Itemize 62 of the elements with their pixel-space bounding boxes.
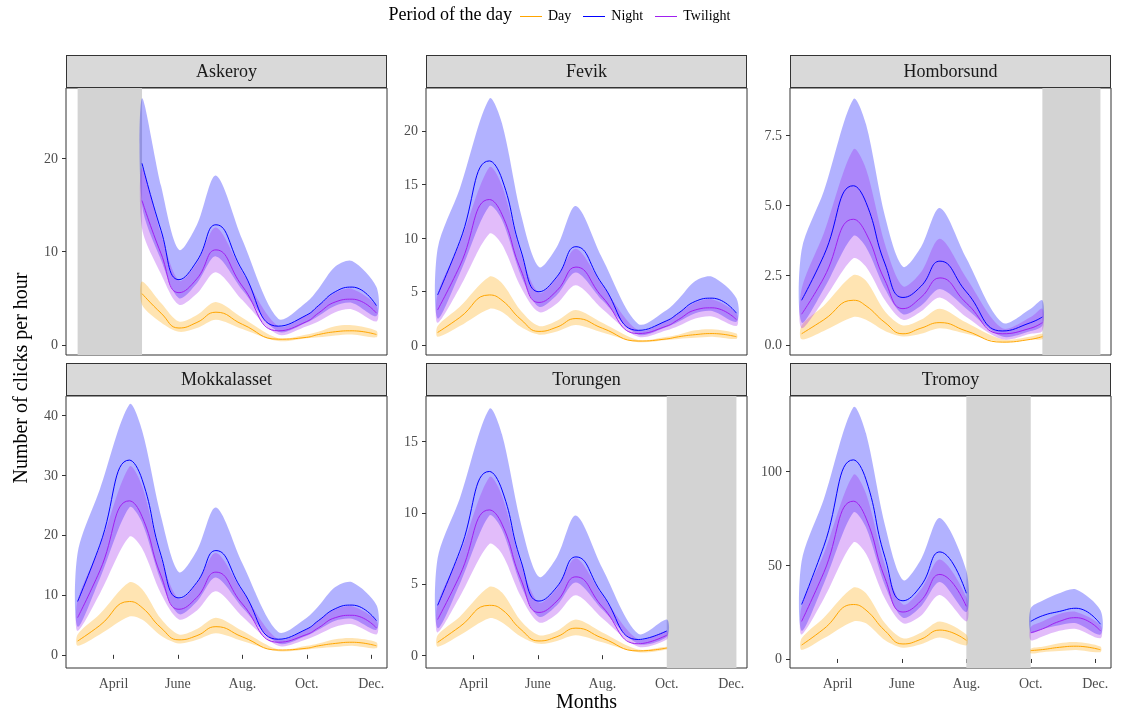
x-axis-title: Months (555, 690, 618, 713)
line-series (437, 509, 668, 645)
y-tick-label: 10 (44, 587, 58, 603)
y-tick-label: 15 (404, 434, 418, 450)
y-tick-label: 15 (404, 177, 418, 193)
line-series (77, 500, 377, 643)
y-tick-label: 30 (44, 467, 58, 483)
x-tick-label: June (889, 675, 915, 691)
x-tick-label: Dec. (718, 675, 745, 691)
line-series (141, 200, 377, 332)
x-tick-label: Aug. (228, 675, 257, 691)
y-tick-label: 10 (404, 230, 418, 246)
y-tick-label: 40 (44, 407, 58, 423)
legend-title: Period of the day (388, 4, 512, 24)
legend-label: Twilight (682, 8, 731, 24)
legend-label: Day (547, 8, 572, 24)
chart-title: Mokkalasset (66, 363, 387, 396)
y-tick-label: 0.0 (764, 337, 782, 353)
x-tick-label: Aug. (588, 675, 617, 691)
y-tick-label: 5 (411, 576, 418, 592)
line-series (801, 218, 1043, 335)
x-tick-label: Aug. (952, 675, 981, 691)
y-tick-label: 10 (404, 505, 418, 521)
x-tick-label: April (822, 675, 853, 691)
chart-title: Askeroy (66, 55, 387, 88)
y-tick-label: 0 (775, 651, 782, 667)
line-series (437, 199, 737, 335)
x-tick-label: April (458, 675, 489, 691)
y-tick-label: 5.0 (764, 197, 782, 213)
x-tick-label: Oct. (654, 675, 679, 691)
y-tick-label: 10 (44, 244, 58, 260)
line-series (801, 299, 1043, 343)
y-tick-label: 0 (411, 647, 418, 663)
y-tick-label: 100 (761, 463, 782, 479)
y-tick-label: 20 (404, 123, 418, 139)
chart-title: Homborsund (790, 55, 1111, 88)
y-axis-title: Number of clicks per hour (8, 272, 32, 484)
y-tick-label: 0 (411, 337, 418, 353)
x-tick-label: Oct. (1018, 675, 1043, 691)
x-tick-label: Dec. (358, 675, 385, 691)
y-tick-label: 5 (411, 284, 418, 300)
x-tick-label: June (165, 675, 191, 691)
y-tick-label: 7.5 (764, 127, 782, 143)
y-tick-label: 20 (44, 527, 58, 543)
y-tick-label: 0 (51, 647, 58, 663)
x-tick-label: Oct. (294, 675, 319, 691)
y-tick-label: 50 (768, 557, 782, 573)
x-tick-label: Dec. (1082, 675, 1109, 691)
chart-title: Fevik (426, 55, 747, 88)
line-series (141, 293, 377, 340)
y-tick-label: 20 (44, 151, 58, 167)
chart-title: Torungen (426, 363, 747, 396)
chart-title: Tromoy (790, 363, 1111, 396)
legend-label: Night (610, 8, 644, 24)
y-tick-label: 2.5 (764, 267, 782, 283)
line-series (77, 601, 377, 651)
line-series (437, 604, 668, 652)
x-tick-label: June (525, 675, 551, 691)
x-tick-label: April (98, 675, 129, 691)
line-series (801, 185, 1043, 332)
y-tick-label: 0 (51, 337, 58, 353)
line-series (437, 294, 737, 342)
